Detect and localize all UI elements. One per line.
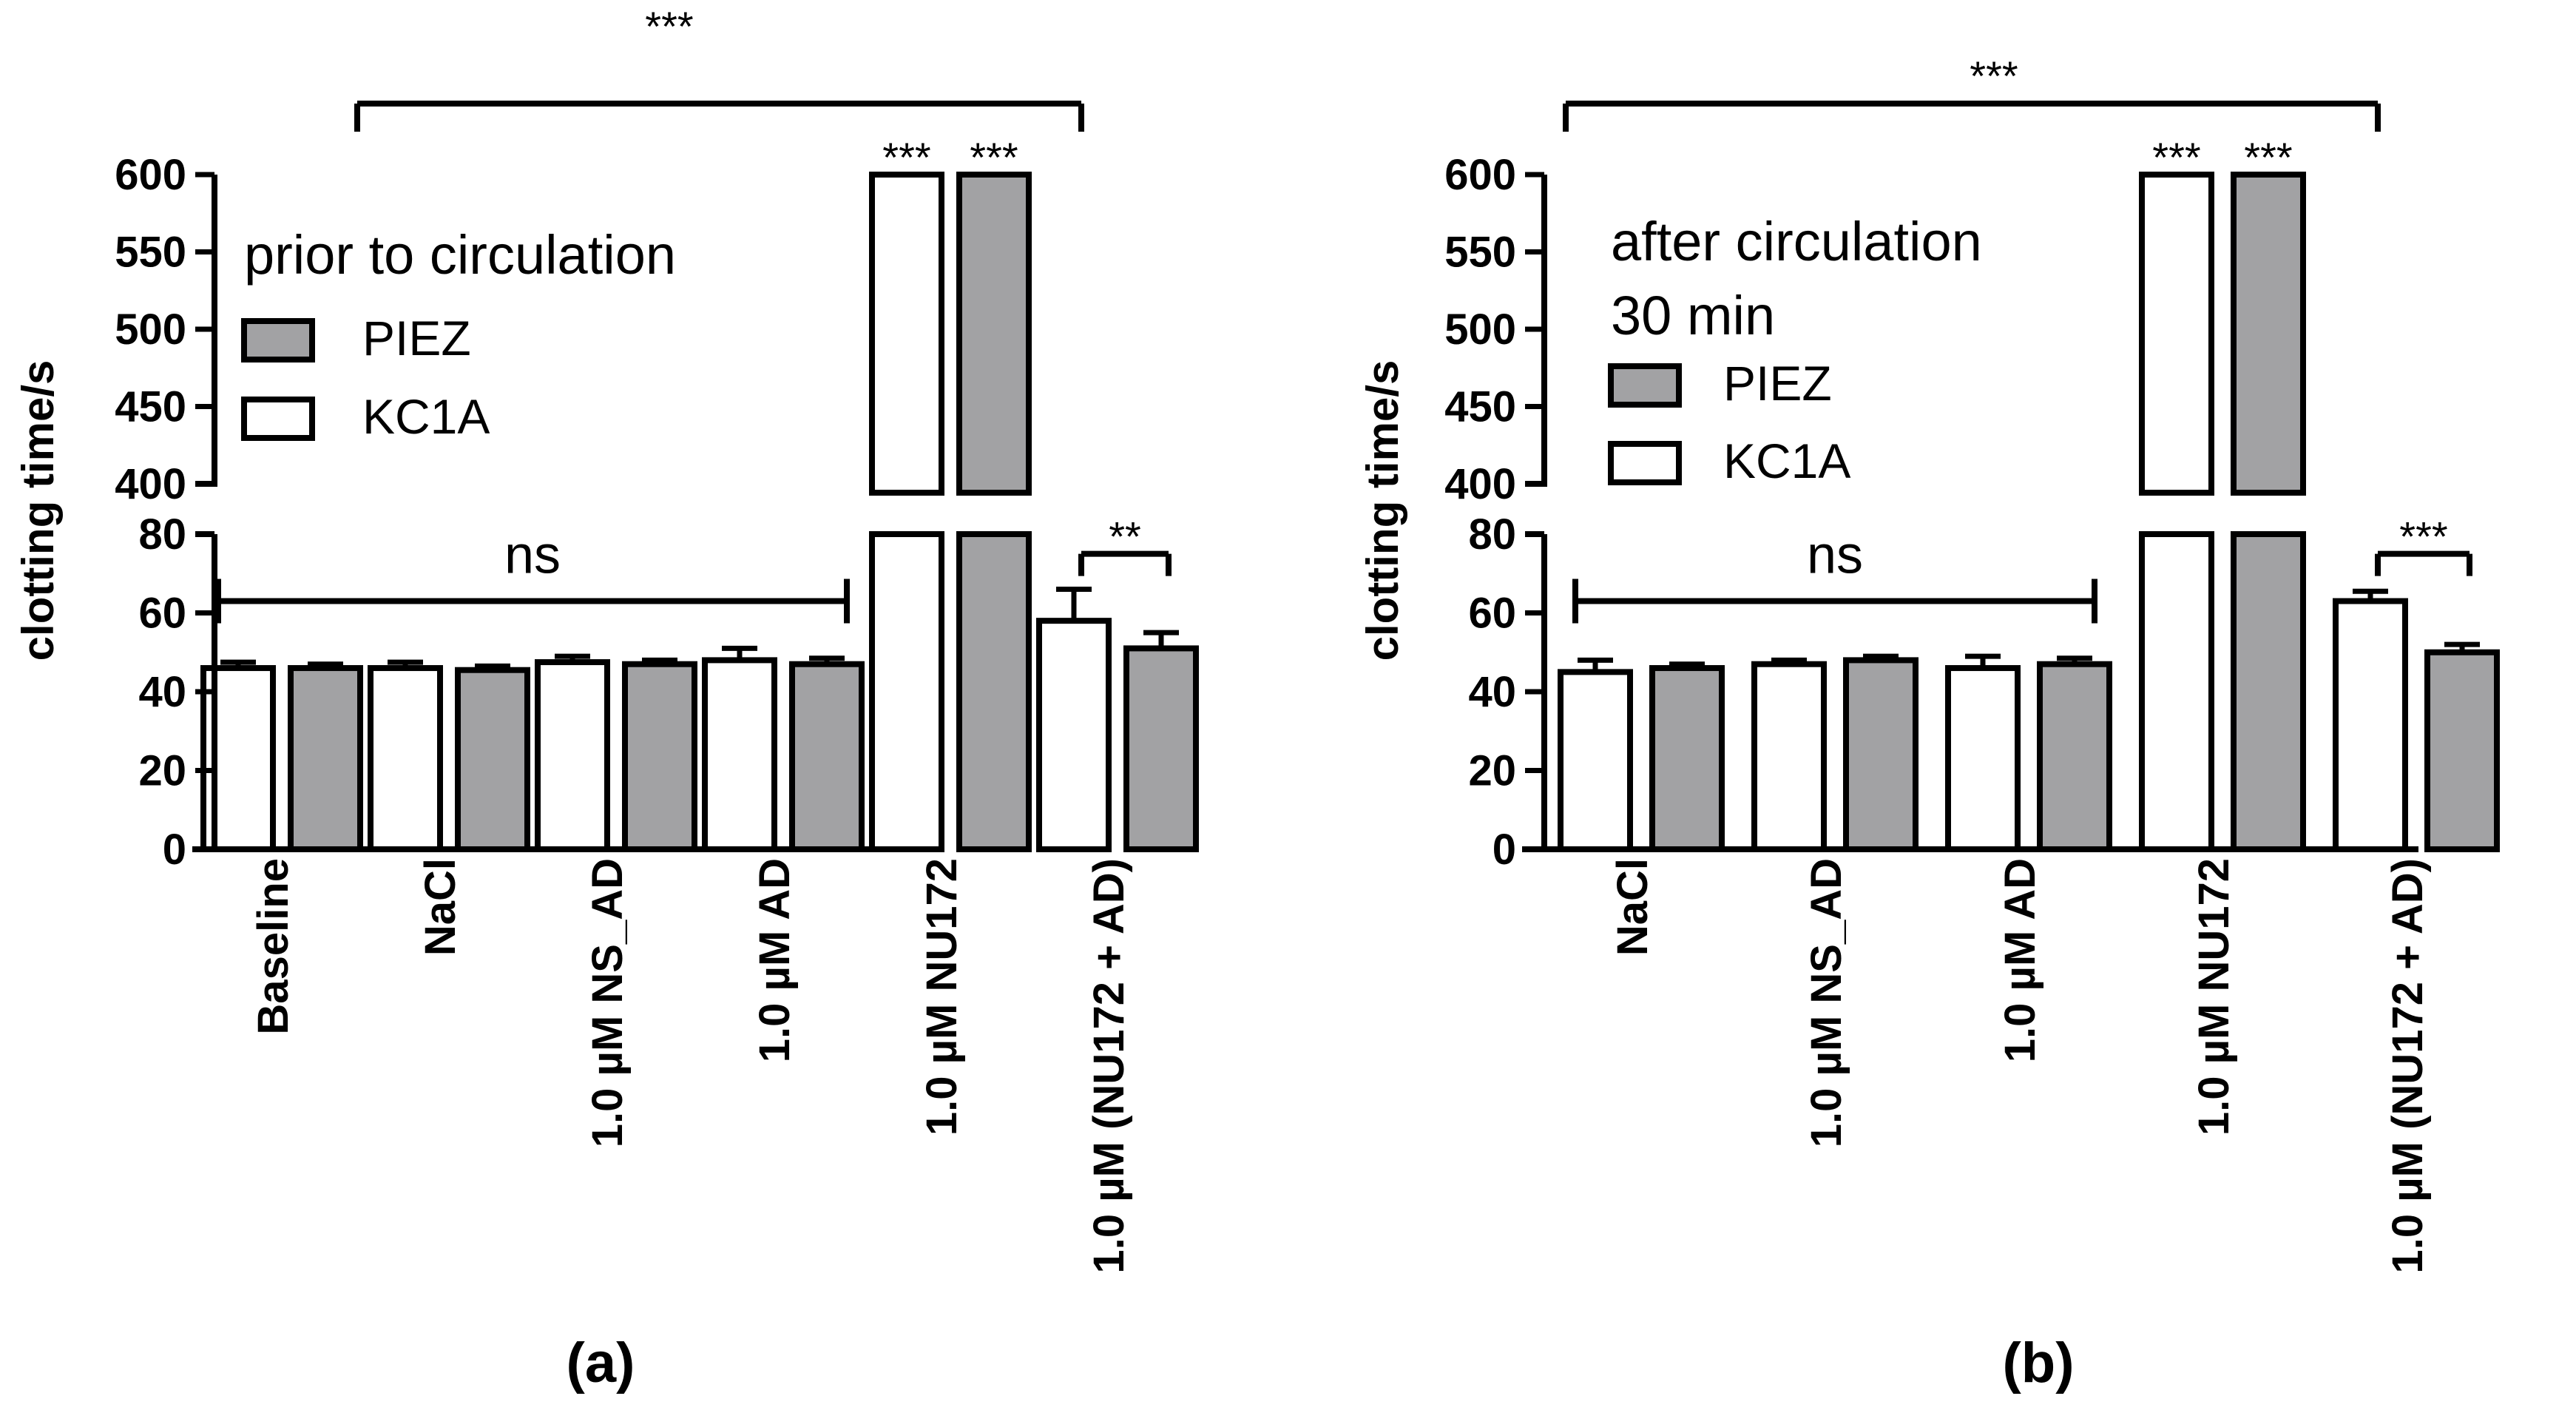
- bar-piez: [455, 667, 530, 853]
- bar-piez: [288, 665, 363, 852]
- y-axis-label: clotting time/s: [13, 360, 63, 661]
- y-tick-label: 20: [138, 747, 186, 795]
- x-tick-label: 1.0 µM NS_AD: [584, 858, 632, 1147]
- x-tick-label: 1.0 µM NS_AD: [1802, 858, 1850, 1147]
- bar-piez: [789, 661, 865, 852]
- y-tick-label: 600: [1444, 151, 1516, 199]
- y-axis-label: clotting time/s: [1358, 360, 1407, 661]
- pair-significance-label: ***: [2399, 513, 2447, 560]
- pair-significance-label: **: [1109, 513, 1141, 560]
- x-tick-label: NaCl: [416, 858, 464, 956]
- bar-piez-upper: [2231, 172, 2306, 496]
- y-tick-label: 20: [1468, 747, 1516, 795]
- legend-label-piez: PIEZ: [1723, 356, 1832, 411]
- bar-kc1a: [1558, 669, 1633, 852]
- bar-kc1a-lower: [869, 531, 944, 852]
- legend-label-kc1a: KC1A: [1723, 434, 1850, 488]
- x-tick-label: 1.0 µM NU172: [918, 858, 966, 1136]
- bar-kc1a: [1945, 665, 2021, 852]
- bar-significance-stars: ***: [2152, 134, 2200, 181]
- legend-swatch-kc1a: [1608, 441, 1682, 485]
- legend-label-kc1a: KC1A: [362, 389, 490, 444]
- bar-kc1a-upper: [2139, 172, 2214, 496]
- y-tick-label: 500: [115, 306, 186, 354]
- legend-swatch-kc1a: [241, 397, 315, 441]
- y-tick-label: 550: [1444, 229, 1516, 277]
- y-tick-label: 550: [115, 229, 186, 277]
- bar-piez: [2037, 661, 2112, 852]
- bar-significance-stars: ***: [882, 134, 930, 181]
- legend-swatch-piez: [241, 318, 315, 362]
- y-tick-label: 80: [138, 510, 186, 559]
- panel-label: (a): [567, 1332, 635, 1395]
- x-tick-label: 1.0 µM NU172: [2190, 858, 2238, 1136]
- panel-label: (b): [2002, 1332, 2074, 1395]
- y-tick-label: 40: [1468, 668, 1516, 716]
- x-tick-label: 1.0 µM (NU172 + AD): [1085, 858, 1133, 1273]
- top-significance-label: ***: [645, 3, 693, 50]
- bar-kc1a: [702, 657, 777, 853]
- y-tick-label: 40: [138, 668, 186, 716]
- y-tick-label: 600: [115, 151, 186, 199]
- bar-kc1a-upper: [869, 172, 944, 496]
- x-tick-label: 1.0 µM (NU172 + AD): [2384, 858, 2432, 1273]
- bar-piez: [1123, 645, 1199, 852]
- bar-piez: [2424, 649, 2500, 852]
- legend-title: prior to circulation: [244, 224, 676, 286]
- y-tick-label: 0: [163, 826, 186, 874]
- y-tick-label: 60: [138, 590, 186, 638]
- bar-kc1a: [2333, 598, 2408, 853]
- bar-kc1a: [535, 659, 610, 852]
- axis-break-gap: [1535, 487, 1558, 531]
- bar-piez-lower: [956, 531, 1032, 852]
- bar-kc1a: [1751, 661, 1827, 852]
- y-tick-label: 60: [1468, 590, 1516, 638]
- ns-label: ns: [504, 526, 561, 585]
- x-tick-label: 1.0 µM AD: [1996, 858, 2044, 1062]
- bar-piez-lower: [2231, 531, 2306, 852]
- bar-kc1a: [368, 665, 443, 852]
- y-tick-label: 450: [115, 383, 186, 431]
- legend-title: after circulation: [1611, 211, 1982, 272]
- x-tick-label: 1.0 µM AD: [751, 858, 799, 1062]
- bar-kc1a-lower: [2139, 531, 2214, 852]
- bar-piez: [622, 661, 697, 852]
- y-tick-label: 80: [1468, 510, 1516, 559]
- y-tick-label: 450: [1444, 383, 1516, 431]
- bar-significance-stars: ***: [2244, 134, 2292, 181]
- legend-subtitle: 30 min: [1611, 285, 1775, 346]
- axis-break-gap: [206, 487, 228, 531]
- y-tick-label: 400: [115, 460, 186, 508]
- y-tick-label: 0: [1492, 826, 1516, 874]
- top-significance-label: ***: [1970, 53, 2018, 99]
- bar-kc1a: [1036, 618, 1112, 853]
- bar-piez: [1649, 665, 1725, 852]
- legend-swatch-piez: [1608, 363, 1682, 408]
- bar-significance-stars: ***: [970, 134, 1018, 181]
- y-tick-label: 400: [1444, 460, 1516, 508]
- bar-piez: [1843, 657, 1919, 853]
- x-tick-label: NaCl: [1609, 858, 1657, 956]
- ns-label: ns: [1807, 526, 1863, 585]
- x-tick-label: Baseline: [249, 858, 297, 1035]
- y-tick-label: 500: [1444, 306, 1516, 354]
- bar-piez-upper: [956, 172, 1032, 496]
- legend-label-piez: PIEZ: [362, 311, 471, 365]
